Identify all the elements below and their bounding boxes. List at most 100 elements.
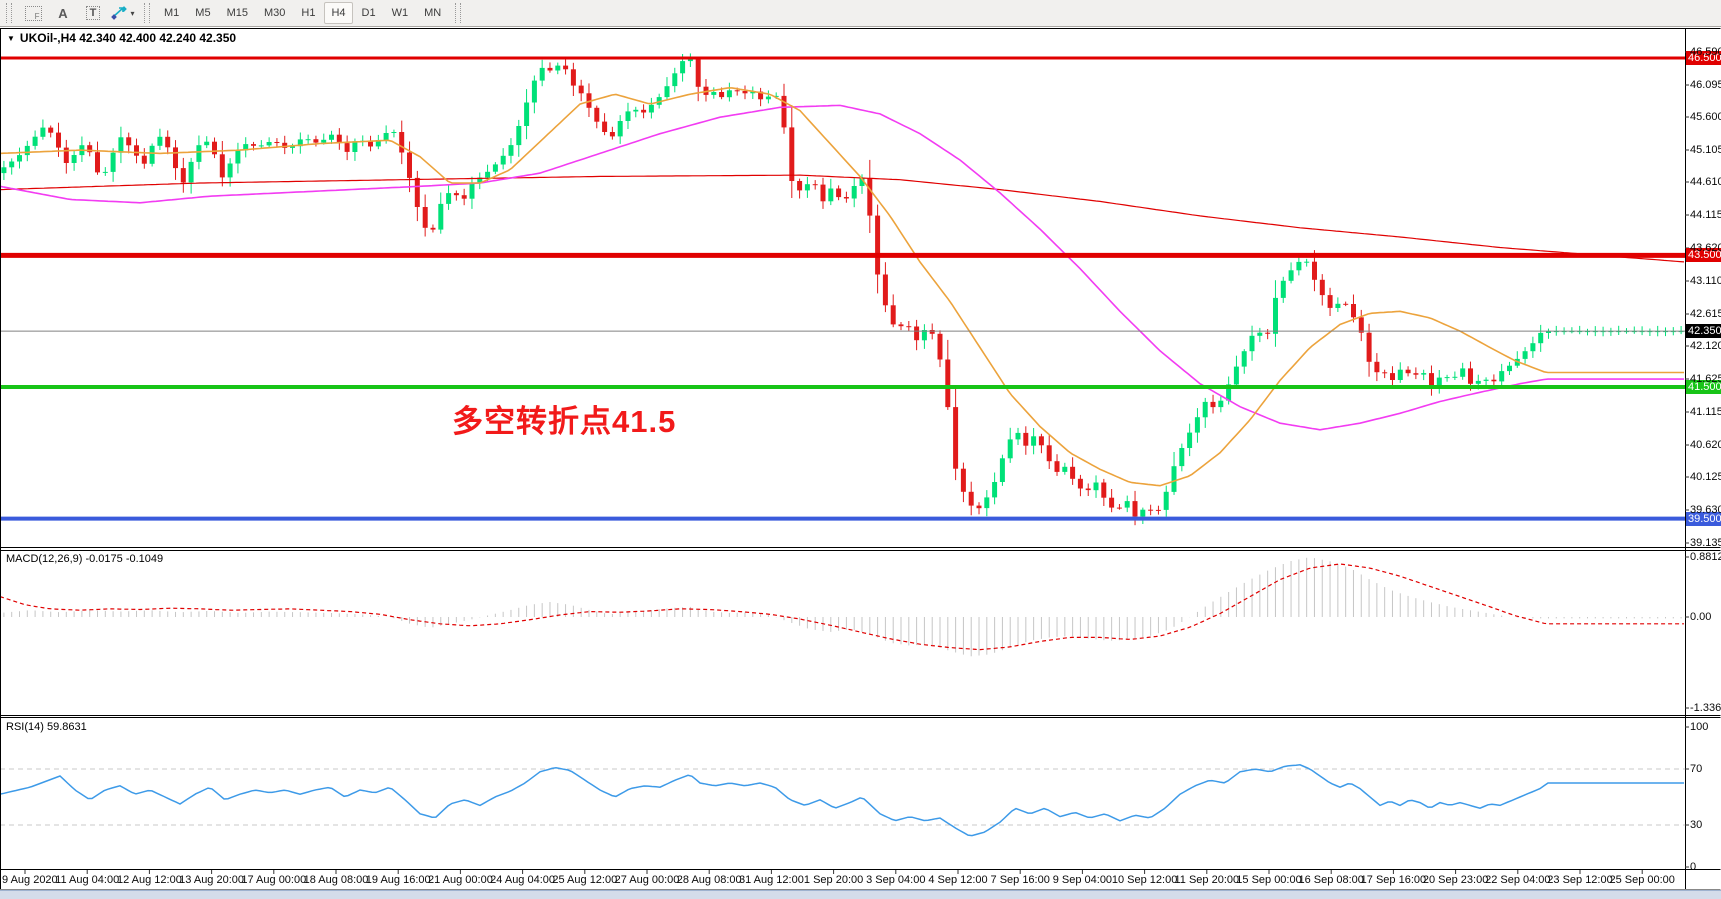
candle-body — [219, 154, 225, 178]
timeframe-button-M30[interactable]: M30 — [263, 7, 286, 19]
candle-body — [524, 102, 530, 126]
rsi-tick-label: 30 — [1690, 819, 1703, 831]
timeframe-button-H1[interactable]: H1 — [301, 7, 316, 19]
candle-body — [1007, 439, 1013, 459]
candle-body — [258, 145, 264, 147]
timeframe-button-D1[interactable]: D1 — [361, 7, 376, 19]
date-label: 20 Sep 23:00 — [1422, 874, 1489, 886]
candle-body — [165, 136, 171, 148]
cycle-arrows-icon[interactable]: ▾ — [110, 2, 136, 24]
candle-body — [984, 497, 990, 509]
candle-body — [867, 178, 873, 216]
ma-orange-line — [0, 87, 1684, 487]
candle-body — [1483, 379, 1489, 381]
candle-body — [1218, 400, 1224, 408]
window-bottom-strip — [0, 890, 1721, 899]
date-label: 22 Sep 04:00 — [1485, 874, 1551, 886]
toolbar-grip[interactable] — [455, 3, 462, 23]
candle-body — [664, 86, 670, 98]
timeframe-button-M1[interactable]: M1 — [164, 7, 180, 19]
timeframe-button-MN[interactable]: MN — [424, 7, 442, 19]
candle-body — [1390, 373, 1395, 380]
price-flag-46500: 46.500 — [1686, 51, 1721, 65]
rsi-tick-label: 70 — [1690, 763, 1703, 775]
candle-body — [282, 142, 288, 148]
candle-body — [266, 142, 272, 146]
date-label: 3 Sep 04:00 — [866, 874, 926, 886]
candle-body — [843, 197, 849, 199]
timeframe-button-H4[interactable]: H4 — [324, 2, 353, 24]
date-label: 25 Aug 12:00 — [552, 874, 618, 886]
candle-body — [1585, 331, 1590, 333]
date-label: 25 Sep 00:00 — [1609, 874, 1675, 886]
price-tick-label: 42.615 — [1690, 308, 1721, 320]
candle-body — [274, 142, 280, 143]
candle-body — [56, 132, 61, 148]
candle-body — [180, 168, 186, 183]
candle-body — [859, 178, 865, 186]
candle-body — [305, 139, 311, 141]
rsi-line — [0, 764, 1684, 837]
candle-body — [1335, 303, 1341, 308]
candle-body — [157, 136, 163, 146]
candle-body — [1436, 377, 1442, 386]
symbol-dropdown-icon[interactable]: ▼ — [7, 34, 15, 43]
price-tick-label: 41.115 — [1690, 406, 1721, 418]
candle-body — [446, 193, 452, 204]
candle-body — [1343, 303, 1349, 305]
date-label: 13 Aug 20:00 — [179, 874, 245, 886]
candle-body — [173, 147, 178, 169]
macd-tick-label: 0.00 — [1690, 611, 1712, 623]
candle-body — [734, 90, 740, 92]
candle-body — [1631, 331, 1637, 333]
dropdown-caret-icon: ▾ — [130, 8, 135, 18]
font-icon[interactable]: A — [58, 5, 68, 21]
candle-body — [1155, 509, 1161, 511]
candle-body — [422, 207, 428, 228]
candle-body — [758, 91, 764, 100]
timeframe-button-M15[interactable]: M15 — [226, 7, 248, 19]
timeframe-button-M5[interactable]: M5 — [195, 7, 211, 19]
date-label: 11 Aug 04:00 — [55, 874, 120, 886]
timeframe-button-W1[interactable]: W1 — [391, 7, 409, 19]
candle-body — [1491, 379, 1497, 382]
candle-body — [1366, 332, 1372, 362]
date-label: 17 Aug 00:00 — [241, 874, 307, 886]
toolbar-grip[interactable] — [6, 3, 12, 23]
rsi-tick-label: 100 — [1690, 721, 1709, 733]
indicators-grid-icon[interactable]: F — [20, 2, 46, 24]
candle-body — [719, 92, 725, 98]
candle-body — [508, 145, 514, 156]
toolbar-grip[interactable] — [144, 3, 150, 23]
price-tick-label: 43.620 — [1690, 242, 1721, 254]
candle-body — [1358, 317, 1364, 333]
candle-body — [1616, 331, 1622, 333]
candle-body — [1093, 482, 1099, 491]
candle-body — [383, 133, 389, 141]
date-label: 31 Aug 12:00 — [738, 874, 804, 886]
chart-title: ▼ UKOil-,H4 42.340 42.400 42.240 42.350 — [7, 31, 236, 45]
chart-text-annotation[interactable]: 多空转折点41.5 — [452, 404, 677, 439]
candle-body — [1429, 373, 1434, 386]
date-label: 4 Sep 12:00 — [928, 874, 988, 886]
candle-body — [1171, 466, 1177, 492]
price-tick-label: 39.630 — [1690, 504, 1721, 516]
candle-body — [1569, 331, 1575, 333]
candle-body — [945, 359, 951, 408]
candle-body — [1280, 280, 1286, 298]
candle-body — [1577, 331, 1583, 333]
candle-body — [1241, 351, 1247, 367]
candle-body — [212, 141, 217, 155]
candle-body — [1062, 466, 1068, 472]
price-flag-41500: 41.500 — [1686, 380, 1721, 394]
text-label-icon[interactable]: T — [80, 2, 106, 24]
candle-body — [1015, 432, 1021, 440]
candle-body — [828, 188, 834, 202]
candle-body — [492, 164, 498, 172]
candle-body — [898, 324, 904, 327]
candle-body — [921, 330, 927, 341]
candle-body — [1124, 501, 1130, 508]
candle-body — [648, 104, 654, 113]
candle-body — [243, 144, 249, 151]
